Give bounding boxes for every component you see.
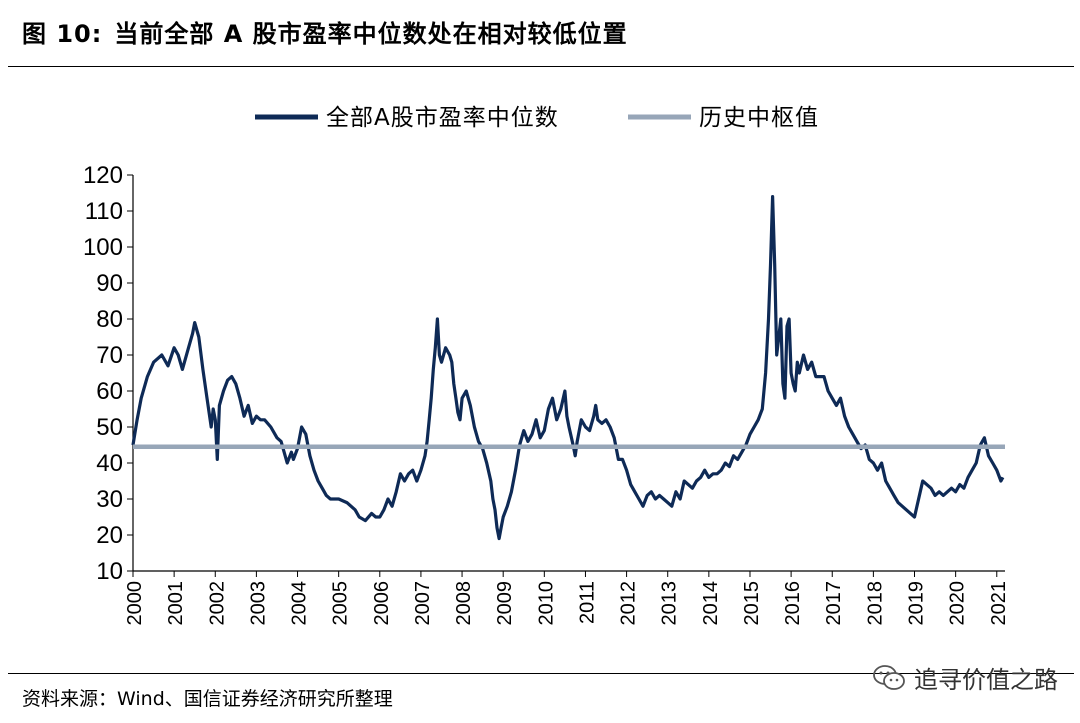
x-tick-label: 2001: [165, 581, 187, 626]
series-layer: [131, 195, 1005, 541]
source-note: 资料来源：Wind、国信证券经济研究所整理: [22, 688, 393, 710]
x-tick-label: 2004: [289, 581, 311, 626]
x-tick-label: 2019: [906, 581, 928, 626]
legend-label-historical-center: 历史中枢值: [699, 105, 819, 131]
x-tick-label: 2013: [659, 581, 681, 626]
chart-canvas: 全部A股市盈率中位数 历史中枢值 10 20 30 40 50 60 70 80 90 100 11…: [83, 105, 1010, 626]
x-tick-label: 2002: [206, 581, 228, 626]
y-tick-label: 60: [96, 378, 123, 405]
y-tick-label: 70: [96, 342, 123, 369]
y-tick-label: 10: [96, 558, 123, 585]
figure-title: 图 10: 当前全部 A 股市盈率中位数处在相对较低位置: [22, 14, 628, 49]
y-tick-label: 50: [96, 414, 123, 441]
y-tick-label: 110: [85, 198, 123, 225]
watermark-text: 追寻价值之路: [914, 666, 1058, 694]
x-tick-label: 2006: [371, 581, 393, 626]
legend-label-median: 全部A股市盈率中位数: [326, 105, 559, 131]
x-tick-label: 2007: [412, 581, 434, 626]
top-rule: [8, 66, 1074, 67]
y-tick-label: 30: [96, 486, 123, 513]
x-tick-label: 2008: [453, 581, 475, 626]
x-tick-label: 2003: [247, 581, 269, 626]
y-tick-label: 40: [96, 450, 123, 477]
x-tick-label: 2011: [576, 581, 598, 624]
x-tick-label: 2017: [823, 581, 845, 626]
x-tick-label: 2016: [782, 581, 804, 626]
y-tick-label: 80: [96, 306, 123, 333]
figure-title-text: 当前全部 A 股市盈率中位数处在相对较低位置: [114, 20, 628, 48]
y-tick-label: 120: [83, 162, 123, 189]
x-tick-label: 2012: [618, 581, 640, 626]
x-axis-ticks: 2000 2001 2002 2003 2004 2005 2006 2007 2008 2009…: [124, 571, 1010, 626]
y-axis-ticks: 10 20 30 40 50 60 70 80 90 100 110 120: [83, 162, 133, 585]
x-tick-label: 2020: [947, 581, 969, 626]
x-tick-label: 2015: [741, 581, 763, 626]
x-tick-label: 2021: [988, 581, 1010, 626]
axes: [132, 175, 1005, 572]
median-pe-line: [131, 195, 1005, 541]
wechat-icon: [873, 664, 905, 690]
y-tick-label: 100: [83, 234, 123, 261]
watermark: 追寻价值之路: [872, 660, 1058, 695]
y-tick-label: 20: [96, 522, 123, 549]
figure-label: 图 10:: [22, 20, 103, 48]
legend: 全部A股市盈率中位数 历史中枢值: [255, 105, 819, 131]
x-tick-label: 2010: [535, 581, 557, 626]
x-tick-label: 2009: [494, 581, 516, 626]
x-tick-label: 2000: [124, 581, 146, 626]
x-tick-label: 2005: [330, 581, 352, 626]
y-tick-label: 90: [96, 270, 123, 297]
x-tick-label: 2018: [864, 581, 886, 626]
bottom-rule: [8, 673, 1074, 674]
x-tick-label: 2014: [700, 581, 722, 626]
